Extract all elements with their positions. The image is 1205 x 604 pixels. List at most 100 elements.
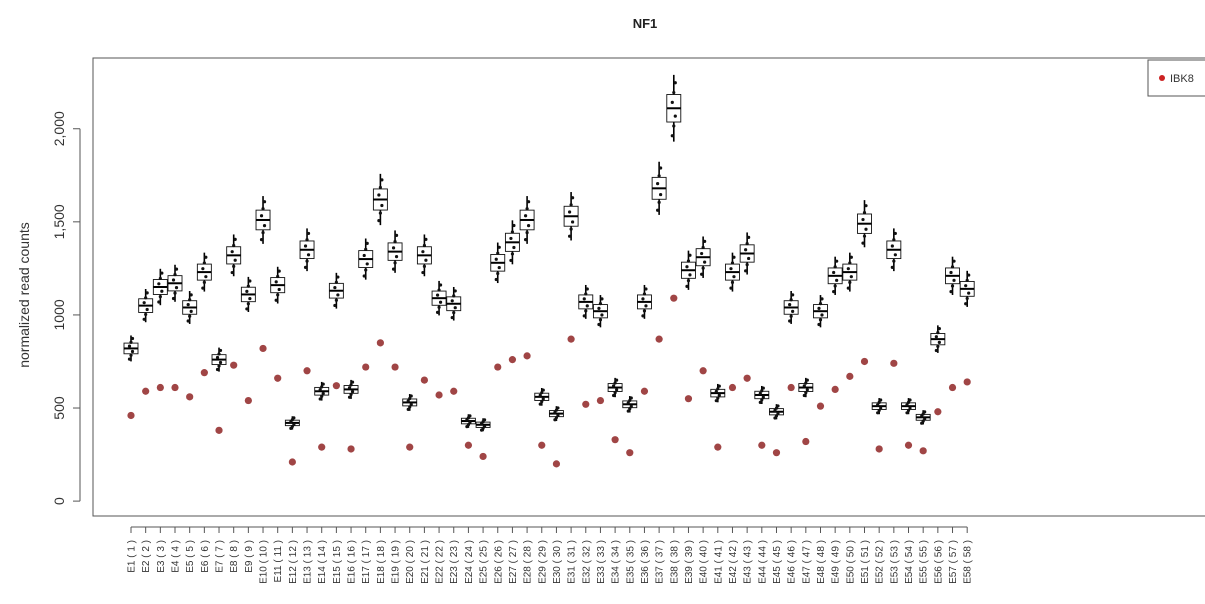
replicate-point	[849, 255, 853, 259]
replicate-point	[259, 238, 264, 242]
replicate-point	[688, 253, 692, 257]
replicate-point	[717, 384, 721, 388]
replicate-point	[306, 253, 311, 257]
replicate-point	[364, 268, 368, 272]
box-54	[901, 398, 916, 415]
replicate-point	[349, 392, 353, 397]
box-4	[167, 264, 183, 302]
replicate-point	[188, 298, 192, 302]
replicate-point	[202, 280, 206, 285]
replicate-point	[482, 424, 487, 428]
box-48	[813, 295, 828, 328]
replicate-point	[333, 285, 337, 290]
replicate-point	[450, 315, 454, 320]
replicate-point	[215, 367, 220, 372]
replicate-point	[760, 398, 764, 402]
replicate-point	[584, 292, 588, 296]
replicate-point	[804, 381, 808, 385]
replicate-point	[233, 258, 237, 262]
replicate-point	[437, 288, 441, 292]
replicate-point	[582, 297, 586, 301]
replicate-point	[964, 284, 968, 288]
replicate-point	[145, 307, 149, 312]
sample-series	[127, 294, 971, 468]
sample-point	[743, 374, 751, 382]
box-50	[842, 252, 858, 292]
replicate-point	[732, 275, 736, 279]
replicate-point	[673, 81, 677, 85]
replicate-point	[892, 259, 896, 263]
replicate-point	[791, 293, 795, 297]
replicate-point	[377, 193, 381, 197]
replicate-point	[597, 322, 601, 327]
replicate-point	[318, 388, 322, 392]
replicate-point	[805, 378, 809, 382]
replicate-point	[158, 295, 162, 299]
box-33	[592, 295, 608, 328]
box-9	[240, 276, 256, 313]
x-tick-label: E35 ( 35 )	[625, 540, 636, 584]
replicate-point	[144, 296, 148, 300]
sample-point	[640, 387, 649, 395]
box-32	[578, 284, 594, 319]
x-tick-label: E48 ( 48 )	[816, 540, 827, 584]
replicate-point	[626, 401, 630, 405]
replicate-point	[276, 293, 280, 297]
box-19	[387, 230, 403, 273]
replicate-point	[248, 296, 252, 301]
x-tick-label: E9 ( 9 )	[244, 540, 255, 573]
replicate-point	[936, 331, 940, 335]
replicate-point	[391, 267, 396, 271]
replicate-point	[378, 185, 382, 190]
replicate-point	[142, 301, 146, 305]
replicate-point	[833, 284, 837, 288]
y-axis-label: normalized read counts	[16, 222, 32, 368]
box-10	[255, 196, 271, 244]
replicate-point	[232, 243, 236, 248]
replicate-point	[526, 200, 531, 204]
replicate-point	[305, 238, 309, 242]
replicate-point	[905, 403, 909, 407]
sample-point	[772, 449, 781, 457]
replicate-point	[832, 270, 836, 275]
box-series	[123, 74, 975, 432]
sample-point	[523, 352, 531, 360]
box-21	[416, 234, 432, 277]
replicate-point	[848, 280, 852, 285]
replicate-point	[657, 174, 661, 178]
replicate-point	[906, 408, 911, 413]
replicate-point	[861, 241, 865, 245]
replicate-point	[204, 275, 208, 279]
replicate-point	[438, 283, 443, 287]
replicate-point	[729, 267, 733, 271]
box-13	[299, 228, 315, 272]
replicate-point	[688, 273, 692, 277]
x-tick-label: E30 ( 30 )	[552, 540, 563, 584]
replicate-point	[218, 348, 223, 353]
replicate-point	[950, 265, 955, 269]
x-tick-label: E13 ( 13 )	[303, 540, 314, 584]
sample-point	[318, 443, 326, 451]
box-42	[725, 252, 740, 292]
sample-point	[552, 460, 561, 468]
replicate-point	[628, 407, 632, 411]
replicate-point	[613, 381, 617, 385]
box-2	[138, 289, 154, 323]
x-tick-label: E39 ( 39 )	[684, 540, 695, 584]
replicate-point	[303, 244, 308, 248]
box-11	[270, 266, 286, 304]
x-tick-label: E29 ( 29 )	[537, 540, 548, 584]
sample-point	[802, 437, 810, 446]
replicate-point	[365, 241, 369, 245]
sample-point	[435, 391, 443, 399]
replicate-point	[201, 286, 205, 290]
x-tick-label: E3 ( 3 )	[156, 540, 167, 573]
replicate-point	[422, 264, 426, 269]
sample-point	[362, 363, 370, 371]
replicate-point	[730, 280, 735, 285]
replicate-point	[833, 265, 837, 269]
x-tick-label: E41 ( 41 )	[713, 540, 724, 584]
y-tick-label: 1,500	[51, 204, 67, 239]
replicate-point	[541, 397, 545, 401]
replicate-point	[452, 294, 456, 298]
